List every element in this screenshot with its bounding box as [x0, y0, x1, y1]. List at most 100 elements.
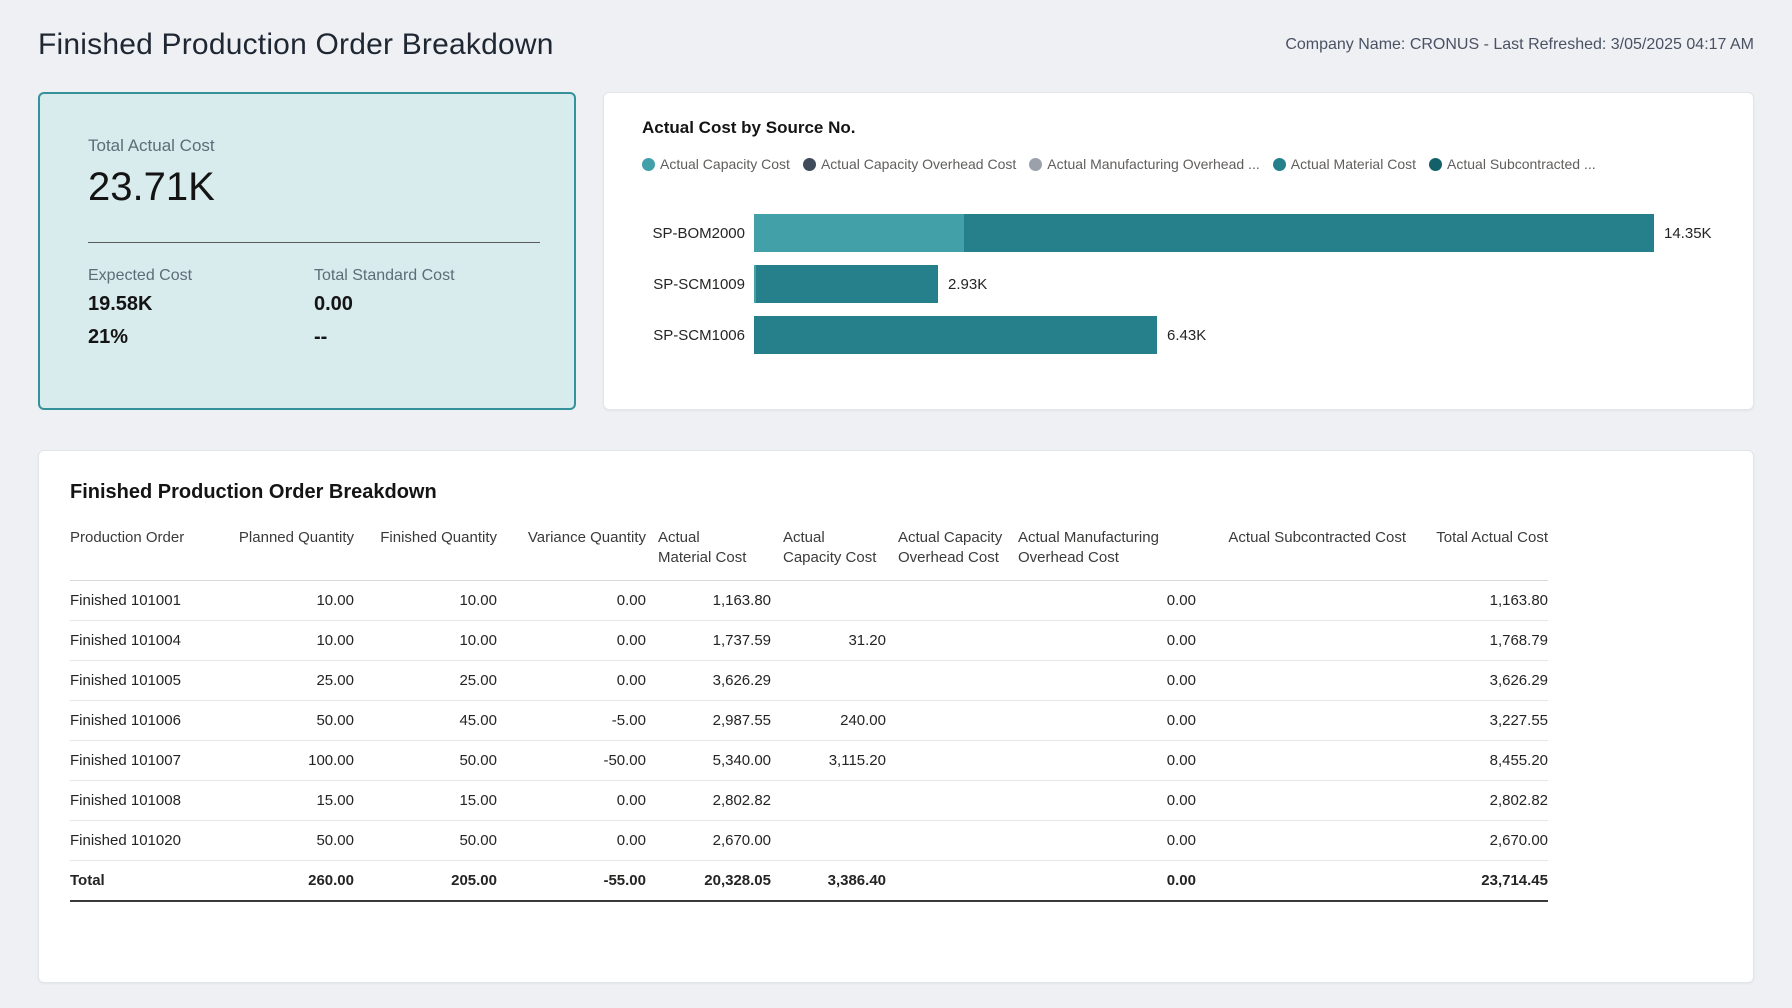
table-cell: 5,340.00 [646, 740, 771, 781]
table-cell [1196, 820, 1406, 861]
table-cell: 2,802.82 [646, 780, 771, 821]
table-cell: 0.00 [1006, 780, 1196, 821]
column-header[interactable]: Actual Capacity Cost [771, 524, 886, 581]
table-cell: 0.00 [1006, 700, 1196, 741]
breakdown-table: Production Order Planned Quantity Finished… [70, 524, 1548, 902]
table-row[interactable]: Finished 101006 50.00 45.00 -5.00 2,987.55 24… [70, 700, 1548, 741]
table-cell [771, 780, 886, 821]
column-header[interactable]: Finished Quantity [354, 524, 497, 581]
table-cell: 0.00 [1006, 860, 1196, 902]
column-header[interactable]: Variance Quantity [497, 524, 646, 581]
column-header[interactable]: Production Order [70, 524, 230, 581]
table-cell: 1,768.79 [1406, 620, 1548, 661]
bar-segment[interactable] [754, 214, 964, 252]
table-cell [886, 660, 1006, 701]
legend-dot-icon [802, 157, 816, 171]
table-cell [886, 860, 1006, 902]
bar-value-label: 6.43K [1167, 326, 1207, 344]
table-cell: 25.00 [354, 660, 497, 701]
table-cell: 0.00 [1006, 620, 1196, 661]
column-header[interactable]: Actual Material Cost [646, 524, 771, 581]
kpi-total-standard-cost-label: Total Standard Cost [314, 267, 455, 284]
table-cell: 50.00 [230, 700, 354, 741]
table-card-breakdown: Finished Production Order Breakdown Prod… [38, 450, 1754, 983]
kpi-secondary-values: Expected Cost 19.58K 21% Total Standard … [88, 267, 540, 349]
table-cell: Finished 101001 [70, 580, 230, 621]
table-cell: 0.00 [497, 820, 646, 861]
bar-category-label: SP-SCM1009 [653, 275, 745, 293]
legend-item[interactable]: Actual Capacity Overhead Cost [802, 156, 1016, 172]
bar-track [754, 265, 938, 303]
table-head: Production Order Planned Quantity Finished… [70, 524, 1548, 581]
table-cell: 15.00 [230, 780, 354, 821]
table-cell [1196, 780, 1406, 821]
kpi-expected-cost-value: 19.58K [88, 293, 153, 315]
legend-item[interactable]: Actual Material Cost [1272, 156, 1416, 172]
table-body: Finished 101001 10.00 10.00 0.00 1,163.80 0.0… [70, 580, 1548, 902]
bar-category-label: SP-BOM2000 [652, 224, 745, 242]
table-cell: 10.00 [354, 620, 497, 661]
table-total-row[interactable]: Total 260.00 205.00 -55.00 20,328.05 3,386.40… [70, 860, 1548, 902]
legend-dot-icon [1429, 157, 1443, 171]
bar-value-label: 14.35K [1664, 224, 1712, 242]
column-header[interactable]: Total Actual Cost [1406, 524, 1548, 581]
table-cell: 15.00 [354, 780, 497, 821]
chart-title: Actual Cost by Source No. [642, 118, 856, 137]
table-cell: 23,714.45 [1406, 860, 1548, 902]
table-cell [1196, 660, 1406, 701]
legend-item[interactable]: Actual Manufacturing Overhead ... [1029, 156, 1260, 172]
table-cell: 260.00 [230, 860, 354, 902]
bar-row: SP-SCM1009 2.93K [642, 265, 1729, 303]
table-cell: 3,626.29 [1406, 660, 1548, 701]
table-cell: 10.00 [230, 580, 354, 621]
table-cell: -50.00 [497, 740, 646, 781]
bar-category-label: SP-SCM1006 [653, 326, 745, 344]
table-cell [886, 620, 1006, 661]
table-cell: 1,163.80 [646, 580, 771, 621]
column-header[interactable]: Actual Capacity Overhead Cost [886, 524, 1006, 581]
table-cell: 0.00 [497, 780, 646, 821]
table-cell: 0.00 [1006, 580, 1196, 621]
table-cell [1196, 620, 1406, 661]
table-cell [771, 820, 886, 861]
table-row[interactable]: Finished 101005 25.00 25.00 0.00 3,626.29 0.0… [70, 660, 1548, 701]
table-cell [886, 580, 1006, 621]
table-cell: 10.00 [230, 620, 354, 661]
table-cell: 2,987.55 [646, 700, 771, 741]
page-header: Finished Production Order Breakdown Comp… [38, 20, 1754, 70]
kpi-expected-cost: Expected Cost 19.58K 21% [88, 267, 314, 349]
table-title: Finished Production Order Breakdown [70, 481, 437, 503]
column-header[interactable]: Planned Quantity [230, 524, 354, 581]
kpi-primary-value: 23.71K [88, 165, 215, 209]
top-row: Total Actual Cost 23.71K Expected Cost 1… [38, 92, 1754, 410]
bar-row: SP-BOM2000 14.35K [642, 214, 1729, 252]
table-cell: -55.00 [497, 860, 646, 902]
bar-segment[interactable] [754, 265, 756, 303]
table-cell: Finished 101020 [70, 820, 230, 861]
table-cell [886, 820, 1006, 861]
table-cell: 45.00 [354, 700, 497, 741]
table-cell: Finished 101008 [70, 780, 230, 821]
kpi-card-total-actual-cost[interactable]: Total Actual Cost 23.71K Expected Cost 1… [38, 92, 576, 410]
table-cell: 3,626.29 [646, 660, 771, 701]
table-cell [771, 580, 886, 621]
table-row[interactable]: Finished 101020 50.00 50.00 0.00 2,670.00 0.0… [70, 820, 1548, 861]
legend-item[interactable]: Actual Capacity Cost [642, 156, 790, 172]
bar-segment[interactable] [964, 214, 1654, 252]
bar-track [754, 214, 1654, 252]
table-row[interactable]: Finished 101007 100.00 50.00 -50.00 5,340.00… [70, 740, 1548, 781]
table-cell: Finished 101006 [70, 700, 230, 741]
column-header[interactable]: Actual Manufacturing Overhead Cost [1006, 524, 1196, 581]
bar-segment[interactable] [756, 265, 938, 303]
bar-segment[interactable] [754, 316, 1157, 354]
table-cell: 2,670.00 [646, 820, 771, 861]
table-row[interactable]: Finished 101008 15.00 15.00 0.00 2,802.82 0.0… [70, 780, 1548, 821]
table-cell [886, 740, 1006, 781]
table-cell: 3,227.55 [1406, 700, 1548, 741]
table-row[interactable]: Finished 101001 10.00 10.00 0.00 1,163.80 0.0… [70, 580, 1548, 621]
legend-label: Actual Manufacturing Overhead ... [1047, 156, 1260, 172]
column-header[interactable]: Actual Subcontracted Cost [1196, 524, 1406, 581]
legend-item[interactable]: Actual Subcontracted ... [1429, 156, 1596, 172]
table-row[interactable]: Finished 101004 10.00 10.00 0.00 1,737.59 31.… [70, 620, 1548, 661]
table-cell [886, 700, 1006, 741]
